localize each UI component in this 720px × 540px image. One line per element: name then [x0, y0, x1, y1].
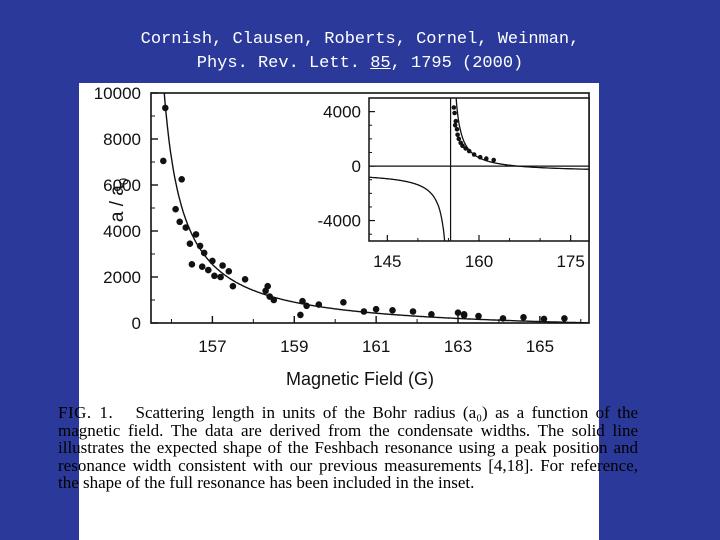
main-data-point [372, 305, 380, 313]
inset-data-point [456, 136, 462, 142]
inset-data-point [451, 105, 457, 110]
main-data-point [172, 205, 179, 213]
inset-data-point [471, 152, 477, 157]
main-data-point [561, 315, 568, 322]
main-data-point [205, 266, 212, 274]
y-axis-label: a / a0 [107, 178, 131, 222]
main-data-point [176, 218, 183, 226]
inset-x-tick-label: 145 [373, 252, 401, 271]
main-fit-curve [163, 93, 589, 323]
main-data-point [460, 312, 468, 319]
inset-x-tick-label: 160 [465, 252, 493, 271]
main-data-point [219, 262, 226, 269]
caption-text: Scattering length in units of the Bohr r… [58, 403, 638, 492]
journal-name: Phys. Rev. Lett. [196, 54, 360, 73]
main-data-point [217, 273, 224, 281]
main-data-point [241, 276, 249, 283]
inset-data-point [484, 156, 489, 161]
inset-data-point [452, 110, 457, 116]
main-data-point [178, 176, 185, 183]
main-x-tick-label: 163 [444, 337, 472, 356]
figure-panel: 0 2000 4000 6000 8000 10000 157 159 161 163 165 Mag… [79, 83, 599, 540]
inset-data-point [454, 127, 460, 132]
main-data-point [360, 308, 368, 315]
main-data-point [520, 314, 527, 321]
inset-y-tick-label: 4000 [323, 103, 361, 122]
main-y-tick-label: 8000 [103, 130, 141, 149]
main-data-point [389, 307, 396, 314]
volume-number: 85 [370, 54, 391, 73]
reference-authors: Cornish, Clausen, Roberts, Cornel, Weinm… [140, 30, 580, 49]
main-y-tick-label: 10000 [94, 84, 141, 103]
main-data-point [160, 157, 167, 165]
main-data-point [225, 268, 233, 275]
inset-data-point [460, 143, 465, 148]
inset-background [368, 98, 589, 241]
main-x-tick-label: 157 [198, 337, 226, 356]
main-data-point [428, 311, 435, 318]
inset-data-point [463, 146, 468, 151]
caption-fig-label: FIG. 1. [58, 403, 114, 422]
inset-data-point [453, 118, 459, 124]
main-data-point [297, 311, 304, 319]
main-x-tick-label: 161 [362, 337, 390, 356]
main-data-point [198, 263, 206, 270]
main-y-tick-label: 4000 [103, 222, 141, 241]
main-x-tick-label: 165 [526, 337, 554, 356]
main-data-point [499, 315, 507, 322]
inset-data-point [491, 157, 497, 163]
main-data-point [209, 257, 216, 265]
main-data-point [315, 301, 323, 308]
inset-data-point [452, 122, 458, 128]
main-data-point [229, 282, 237, 290]
inset-data-point [477, 154, 483, 160]
main-data-point [270, 296, 278, 304]
pages-year: , 1795 (2000) [390, 54, 524, 73]
inset-y-tick-label: 0 [352, 157, 361, 176]
main-data-point [475, 312, 482, 320]
feshbach-chart: 0 2000 4000 6000 8000 10000 157 159 161 163 165 Mag… [94, 84, 590, 389]
main-y-tick-label: 0 [132, 314, 141, 333]
main-data-point [192, 231, 200, 238]
main-data-point [211, 272, 218, 280]
main-data-point [540, 315, 548, 323]
inset-fit-curve-left [369, 176, 446, 241]
main-data-point [196, 242, 204, 250]
main-data-point [188, 261, 196, 268]
main-data-point [162, 104, 169, 112]
figure-caption: FIG. 1. Scattering length in units of th… [58, 404, 638, 492]
inset-data-point [455, 132, 460, 138]
main-data-point [299, 297, 306, 305]
main-data-point [340, 299, 347, 306]
main-y-tick-label: 2000 [103, 268, 141, 287]
main-data-point [454, 309, 462, 316]
main-data-point [186, 240, 194, 247]
main-x-tick-label: 159 [280, 337, 308, 356]
main-data-point [182, 224, 190, 231]
inset-y-tick-label: -4000 [318, 212, 361, 231]
main-data-point [262, 287, 269, 295]
main-y-tick-label: 6000 [103, 176, 141, 195]
main-data-point [409, 308, 417, 315]
x-axis-label: Magnetic Field (G) [286, 369, 434, 389]
main-data-point [303, 302, 310, 310]
inset-data-point [466, 148, 472, 154]
inset-x-tick-label: 175 [556, 252, 584, 271]
reference-citation: Phys. Rev. Lett. 85, 1795 (2000) [0, 54, 720, 73]
main-data-point [200, 249, 208, 257]
